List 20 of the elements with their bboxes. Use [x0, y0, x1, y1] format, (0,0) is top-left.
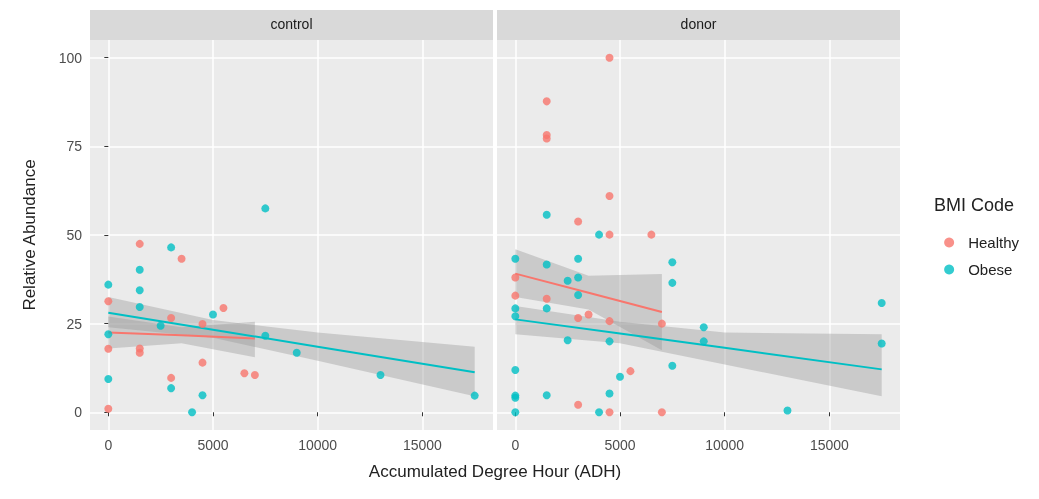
x-tick-label: 10000 [705, 437, 745, 453]
y-axis-title: Relative Abundance [20, 159, 39, 311]
y-tick-label: 25 [66, 315, 83, 332]
y-tick-label: 0 [74, 404, 83, 421]
x-tick-label: 5000 [197, 437, 229, 453]
y-tick-label: 50 [66, 227, 83, 243]
legend-label: Healthy [968, 234, 1020, 251]
legend-title: BMI Code [933, 195, 1015, 215]
x-tick-label: 15000 [809, 437, 850, 453]
legend-label: Obese [968, 261, 1013, 278]
x-tick-label: 10000 [298, 437, 338, 453]
x-axis-title: Accumulated Degree Hour (ADH) [367, 462, 623, 482]
chart-title: donor [680, 16, 717, 32]
x-tick-label: 0 [104, 437, 113, 453]
chart-title: control [270, 16, 313, 32]
x-tick-label: 5000 [604, 437, 636, 453]
x-tick-label: 15000 [402, 437, 443, 453]
y-tick-label: 100 [58, 49, 83, 66]
y-tick-label: 75 [66, 138, 83, 155]
x-tick-label: 0 [511, 437, 520, 453]
